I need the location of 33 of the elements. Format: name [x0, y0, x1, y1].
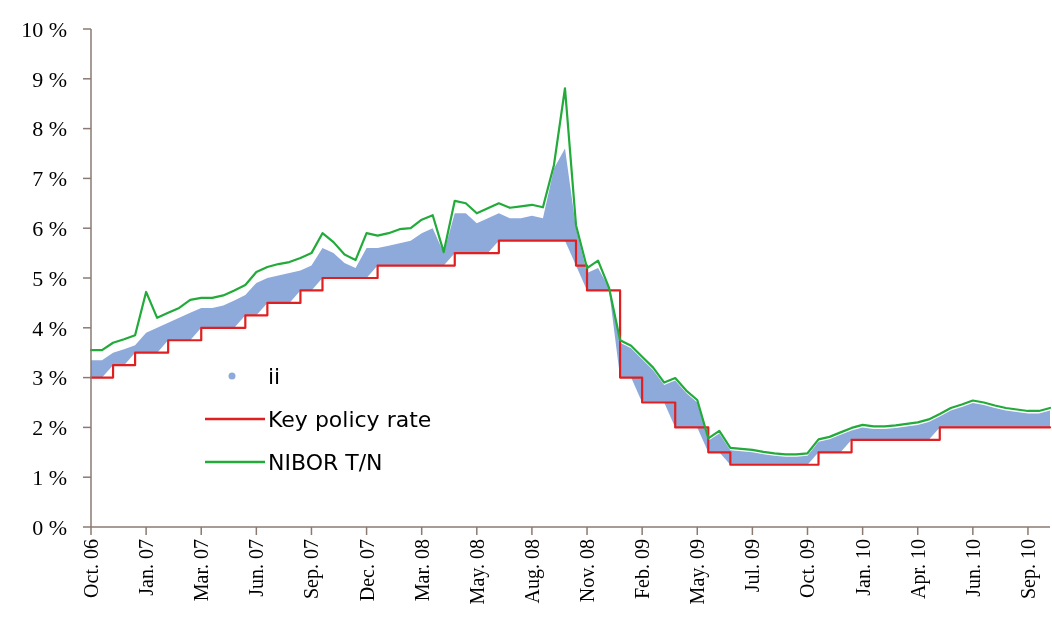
x-tick-label: May. 09 [686, 539, 710, 605]
x-tick-label: Jan. 07 [135, 539, 158, 596]
x-tick-label: Feb. 09 [631, 539, 654, 599]
y-tick-label: 8 % [32, 116, 67, 142]
y-tick-label: 7 % [32, 166, 67, 192]
x-tick-label: Jan. 10 [851, 539, 874, 596]
y-tick-label: 10 % [21, 16, 67, 42]
x-tick-label: Oct. 09 [796, 539, 819, 598]
y-tick-label: 3 % [32, 365, 67, 391]
y-tick-label: 1 % [32, 464, 67, 490]
y-tick-label: 9 % [32, 66, 67, 92]
x-tick-label: Mar. 07 [190, 539, 213, 602]
x-tick-label: Aug. 08 [520, 539, 544, 604]
y-tick-label: 2 % [32, 415, 67, 441]
x-tick-label: Jun. 10 [961, 539, 984, 597]
x-tick-label: Apr. 10 [906, 539, 930, 599]
x-tick-label: Jun. 07 [245, 539, 268, 597]
x-tick-label: Mar. 08 [410, 539, 433, 602]
x-tick-label: May. 08 [465, 539, 489, 605]
line-series [89, 87, 1052, 456]
x-tick-label: Sep. 07 [300, 539, 324, 599]
x-tick-label: Jul. 09 [741, 539, 764, 593]
y-tick-label: 0 % [32, 514, 67, 540]
legend-label: Key policy rate [268, 406, 432, 432]
x-tick-label: Sep. 10 [1016, 539, 1040, 599]
x-tick-label: Dec. 07 [355, 539, 378, 602]
y-tick-label: 4 % [32, 315, 67, 341]
y-tick-label: 6 % [32, 215, 67, 241]
legend-label: ii [268, 363, 281, 389]
legend-label: NIBOR T/N [268, 449, 383, 475]
x-tick-label: Nov. 08 [576, 539, 599, 603]
y-tick-label: 5 % [32, 265, 67, 291]
x-tick-label: Oct. 06 [80, 539, 102, 598]
